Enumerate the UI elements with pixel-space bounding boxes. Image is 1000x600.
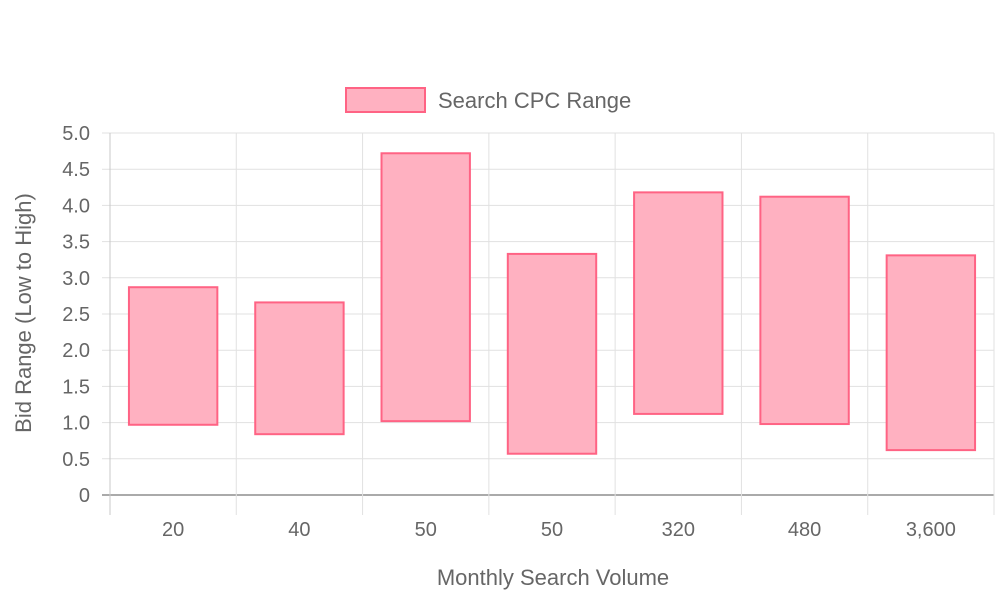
y-tick-label: 1.5: [62, 376, 90, 398]
bar[interactable]: [633, 191, 724, 415]
x-tick-label: 3,600: [906, 519, 956, 541]
bars: [127, 152, 977, 455]
bar[interactable]: [380, 152, 471, 423]
y-tick-label: 3.5: [62, 232, 90, 254]
y-axis-ticks: 0 0.5 1.0 1.5 2.0 2.5 3.0 3.5 4.0 4.5 5.0: [62, 123, 90, 507]
legend[interactable]: Search CPC Range: [345, 87, 631, 113]
x-tick-label: 20: [162, 519, 184, 541]
x-tick-label: 50: [415, 519, 437, 541]
legend-swatch: [345, 87, 426, 113]
y-tick-label: 2.0: [62, 340, 90, 362]
legend-label: Search CPC Range: [438, 88, 631, 113]
y-tick-label: 1.0: [62, 413, 90, 435]
bar[interactable]: [885, 254, 977, 452]
y-tick-label: 0.5: [62, 449, 90, 471]
y-tick-label: 2.5: [62, 304, 90, 326]
y-tick-label: 4.5: [62, 159, 90, 181]
y-tick-label: 3.0: [62, 268, 90, 290]
x-axis-title: Monthly Search Volume: [437, 565, 669, 590]
x-tick-label: 50: [541, 519, 563, 541]
y-tick-label: 5.0: [62, 123, 90, 145]
x-tick-label: 40: [288, 519, 310, 541]
y-tick-label: 0: [79, 485, 90, 507]
x-tick-label: 320: [662, 519, 695, 541]
y-tick-label: 4.0: [62, 195, 90, 217]
bar[interactable]: [506, 252, 598, 455]
x-axis-ticks: 20 40 50 50 320 480 3,600: [162, 519, 956, 541]
x-tick-label: 480: [788, 519, 821, 541]
bar[interactable]: [759, 195, 850, 426]
bar[interactable]: [127, 286, 219, 426]
bar[interactable]: [254, 301, 345, 436]
y-axis-title: Bid Range (Low to High): [11, 193, 36, 433]
